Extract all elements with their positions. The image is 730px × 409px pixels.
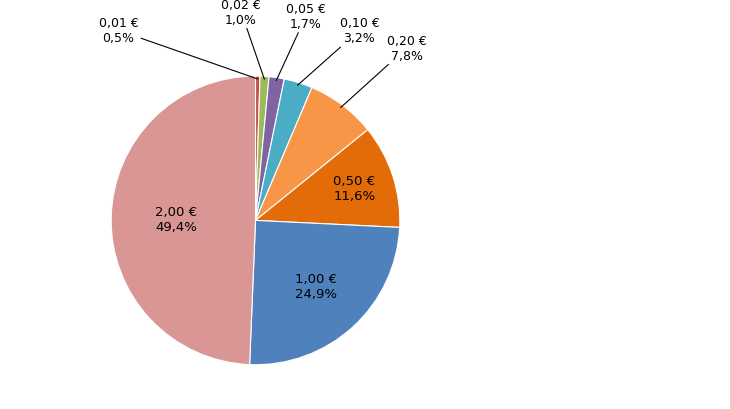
- Text: 0,05 €
1,7%: 0,05 € 1,7%: [276, 3, 326, 81]
- Wedge shape: [250, 221, 399, 365]
- Text: 0,01 €
0,5%: 0,01 € 0,5%: [99, 17, 258, 80]
- Text: 0,50 €
11,6%: 0,50 € 11,6%: [333, 175, 375, 203]
- Text: 0,20 €
7,8%: 0,20 € 7,8%: [341, 35, 427, 108]
- Wedge shape: [255, 77, 260, 221]
- Wedge shape: [111, 77, 256, 365]
- Wedge shape: [255, 88, 368, 221]
- Text: 1,00 €
24,9%: 1,00 € 24,9%: [295, 273, 337, 301]
- Wedge shape: [255, 78, 284, 221]
- Text: 0,10 €
3,2%: 0,10 € 3,2%: [297, 17, 380, 86]
- Wedge shape: [255, 80, 312, 221]
- Wedge shape: [255, 77, 269, 221]
- Text: 2,00 €
49,4%: 2,00 € 49,4%: [155, 205, 197, 233]
- Wedge shape: [255, 130, 400, 228]
- Text: 0,02 €
1,0%: 0,02 € 1,0%: [221, 0, 264, 80]
